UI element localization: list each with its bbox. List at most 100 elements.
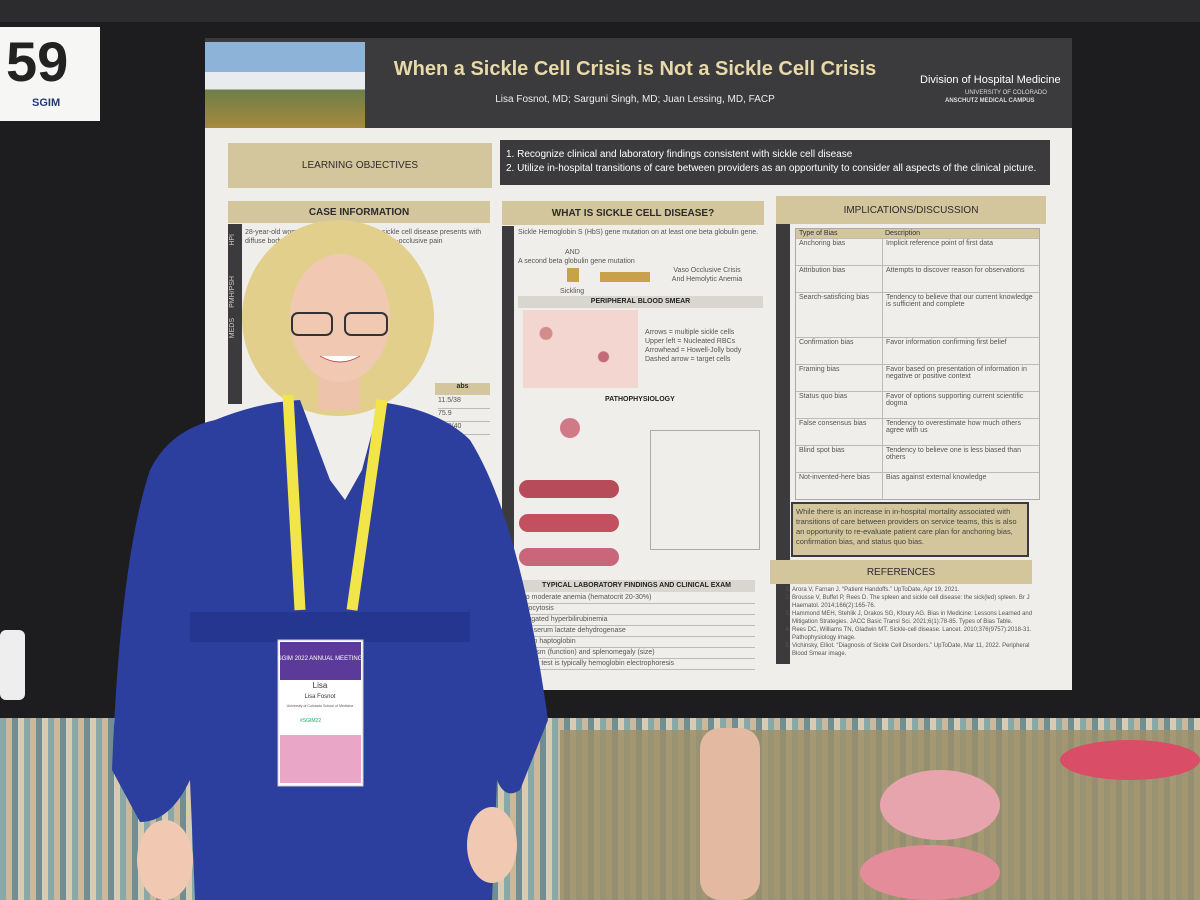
bias-description: Tendency to believe one is less biased t… bbox=[886, 447, 1022, 461]
finding: d to moderate anemia (hematocrit 20-30%) bbox=[518, 593, 755, 604]
reference: Rees DC, Williams TN, Gladwin MT. Sickle… bbox=[792, 626, 1035, 642]
bias-type: Not-invented-here bias bbox=[796, 473, 883, 499]
badge-art bbox=[280, 735, 361, 783]
bias-type: Attribution bias bbox=[796, 266, 883, 292]
cell-icon bbox=[560, 418, 580, 438]
finding: ated serum lactate dehydrogenase bbox=[518, 626, 755, 637]
bias-description: Tendency to overestimate how much others… bbox=[886, 420, 1022, 434]
hand bbox=[137, 820, 193, 900]
reference: Brousse V, Buffet P, Rees D. The spleen … bbox=[792, 594, 1035, 610]
callout: While there is an increase in in-hospita… bbox=[791, 502, 1029, 557]
division: Division of Hospital Medicine bbox=[920, 74, 1061, 86]
reference: Arora V, Farnan J. “Patient Handoffs.” U… bbox=[792, 586, 1035, 594]
table-row: Status quo bias Favor of options supporti… bbox=[796, 391, 1039, 418]
smear-legend: Arrows = multiple sickle cells Upper left… bbox=[645, 328, 765, 364]
board-top bbox=[0, 0, 1200, 22]
vessel bbox=[519, 514, 619, 532]
arrow-right bbox=[600, 272, 650, 282]
bias-type: Anchoring bias bbox=[796, 239, 883, 265]
reference: Hammond MEH, Stehlik J, Drakos SG, Kfour… bbox=[792, 610, 1035, 626]
smile bbox=[319, 355, 361, 363]
bias-description: Attempts to discover reason for observat… bbox=[886, 267, 1025, 274]
badge-first-name: Lisa bbox=[313, 681, 328, 690]
finding: splenism (function) and splenomegaly (si… bbox=[518, 648, 755, 659]
objective: 2. Utilize in-hospital transitions of ca… bbox=[506, 163, 1037, 174]
objectives-heading: LEARNING OBJECTIVES bbox=[228, 143, 492, 188]
table-row: Confirmation bias Favor information confi… bbox=[796, 337, 1039, 364]
bias-type: Confirmation bias bbox=[796, 338, 883, 364]
bias-description: Favor information confirming first belie… bbox=[886, 339, 1007, 346]
arrow-down bbox=[567, 268, 579, 282]
carpet-flower bbox=[860, 845, 1000, 900]
table-row: Attribution bias Attempts to discover rea… bbox=[796, 265, 1039, 292]
badge-banner bbox=[280, 642, 361, 680]
implications-heading: IMPLICATIONS/DISCUSSION bbox=[776, 196, 1046, 224]
definition: Sickle Hemoglobin S (HbS) gene mutation … bbox=[518, 229, 759, 236]
lab-value: 11.5/38 bbox=[438, 396, 490, 409]
badge-event: SGIM 2022 ANNUAL MEETING bbox=[278, 656, 363, 662]
case-side-bar: HPI PMH/PSH MEDS bbox=[228, 224, 242, 404]
sign-org: SGIM bbox=[32, 97, 61, 109]
smear-legend-item: Arrowhead = Howell-Jolly body bbox=[645, 347, 742, 354]
carpet-flower bbox=[1060, 740, 1200, 780]
smear-legend-item: Dashed arrow = target cells bbox=[645, 356, 731, 363]
column-header: Description bbox=[885, 230, 921, 237]
carpet-flower bbox=[880, 770, 1000, 840]
implications-side-bar bbox=[776, 224, 790, 664]
patho-diagram bbox=[650, 430, 760, 550]
finding: iculocytosis bbox=[518, 604, 755, 615]
references: Arora V, Farnan J. “Patient Handoffs.” U… bbox=[780, 586, 1035, 658]
bias-type: False consensus bias bbox=[796, 419, 883, 445]
smear-image bbox=[523, 310, 638, 388]
second-mutation: A second beta globulin gene mutation bbox=[518, 258, 635, 265]
table-row: False consensus bias Tendency to overesti… bbox=[796, 418, 1039, 445]
vessel bbox=[519, 480, 619, 498]
bias-type: Status quo bias bbox=[796, 392, 883, 418]
lab-value: 75.9 bbox=[438, 409, 490, 422]
landscape-image bbox=[205, 42, 365, 128]
finding: matory test is typically hemoglobin elec… bbox=[518, 659, 755, 670]
sickle-heading: WHAT IS SICKLE CELL DISEASE? bbox=[502, 201, 764, 225]
glasses bbox=[344, 312, 388, 336]
number-sign: 59 SGIM bbox=[0, 27, 100, 121]
bias-type: Blind spot bias bbox=[796, 446, 883, 472]
bias-description: Implicit reference point of first data bbox=[886, 240, 993, 247]
objectives-box: 1. Recognize clinical and laboratory fin… bbox=[500, 140, 1050, 185]
bias-description: Tendency to believe that our current kno… bbox=[886, 294, 1033, 308]
bias-type: Framing bias bbox=[796, 365, 883, 391]
university: UNIVERSITY OF COLORADO bbox=[965, 90, 1047, 96]
table-row: Search-satisficing bias Tendency to belie… bbox=[796, 292, 1039, 337]
finding: serum haptoglobin bbox=[518, 637, 755, 648]
bias-description: Favor of options supporting current scie… bbox=[886, 393, 1024, 407]
poster-authors: Lisa Fosnot, MD; Sarguni Singh, MD; Juan… bbox=[495, 94, 775, 105]
bias-description: Bias against external knowledge bbox=[886, 474, 987, 481]
table-row: Blind spot bias Tendency to believe one i… bbox=[796, 445, 1039, 472]
table-header: Type of Bias Description bbox=[796, 229, 1039, 238]
sickling: Sickling bbox=[560, 288, 585, 295]
reference: Vichinsky, Elliot. “Diagnosis of Sickle … bbox=[792, 642, 1035, 658]
hand bbox=[467, 807, 517, 883]
face bbox=[290, 254, 390, 382]
objective: 1. Recognize clinical and laboratory fin… bbox=[506, 149, 853, 160]
glasses bbox=[291, 312, 333, 336]
finding: onjugated hyperbilirubinemia bbox=[518, 615, 755, 626]
case-heading: CASE INFORMATION bbox=[228, 201, 490, 223]
labs-heading: abs bbox=[435, 383, 490, 395]
findings: d to moderate anemia (hematocrit 20-30%)… bbox=[518, 593, 755, 670]
table-row: Anchoring bias Implicit reference point o… bbox=[796, 238, 1039, 265]
findings-heading: TYPICAL LABORATORY FINDINGS AND CLINICAL… bbox=[518, 580, 755, 592]
background-person-leg bbox=[700, 728, 760, 900]
badge-affiliation: University of Colorado School of Medicin… bbox=[287, 704, 354, 708]
and: AND bbox=[565, 249, 580, 256]
poster-number: 59 bbox=[6, 30, 69, 93]
smear-legend-item: Arrows = multiple sickle cells bbox=[645, 329, 735, 336]
cup bbox=[0, 630, 25, 700]
badge-hashtag: #SGIM22 bbox=[300, 718, 321, 724]
references-heading: REFERENCES bbox=[770, 560, 1032, 584]
waist-tie bbox=[190, 612, 470, 642]
smear-legend-item: Upper left = Nucleated RBCs bbox=[645, 338, 736, 345]
smear-heading: PERIPHERAL BLOOD SMEAR bbox=[518, 296, 763, 308]
bias-table: Type of Bias Description Anchoring bias Imp… bbox=[795, 228, 1040, 500]
